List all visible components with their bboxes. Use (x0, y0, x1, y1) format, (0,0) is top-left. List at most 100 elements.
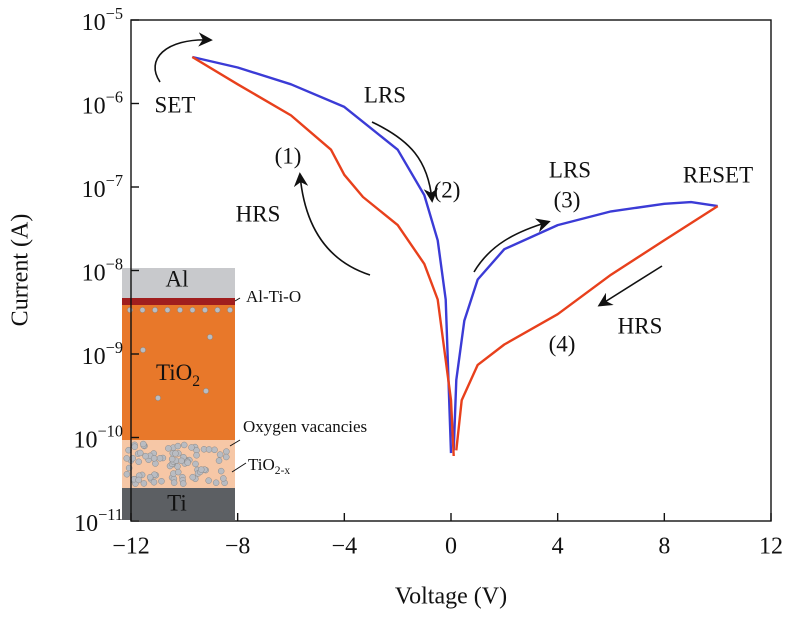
vacancy (140, 347, 146, 353)
vacancy (177, 307, 183, 313)
annotation: RESET (683, 162, 753, 187)
vacancy (178, 457, 185, 465)
vacancy (140, 440, 147, 448)
alti-layer (122, 298, 235, 305)
vacancy (158, 477, 165, 485)
vacancy (150, 479, 158, 486)
iv-curve (192, 55, 718, 454)
inset-label: TiO2 (156, 360, 200, 389)
vacancy (188, 444, 195, 451)
inset-label: Al-Ti-O (246, 287, 301, 306)
vacancy (152, 307, 158, 313)
vacancy (142, 452, 149, 460)
vacancy (170, 479, 178, 486)
annotation: HRS (618, 313, 663, 338)
arrow (371, 121, 439, 203)
x-tick-label: −4 (332, 534, 358, 560)
inset-diagram (122, 268, 247, 520)
vacancy (217, 467, 225, 475)
vacancy (155, 395, 161, 401)
inset-label: TiO2-x (248, 455, 290, 477)
annotation: (1) (275, 143, 302, 168)
x-axis-label: Voltage (V) (395, 584, 507, 610)
annotation: LRS (364, 82, 406, 107)
iv-curve (191, 55, 719, 457)
vacancy (164, 307, 171, 313)
vacancy (127, 307, 133, 313)
vacancy (202, 307, 208, 313)
vacancy (220, 475, 227, 482)
vacancy (168, 455, 176, 463)
vacancy (123, 455, 130, 462)
vacancy (165, 445, 172, 452)
vacancy (175, 468, 182, 476)
vacancy (174, 442, 182, 450)
vacancy (184, 459, 191, 467)
vacancy (150, 455, 158, 462)
vacancy (203, 388, 209, 394)
leader (229, 439, 241, 447)
vacancy (216, 451, 224, 458)
vacancy (198, 466, 205, 473)
vacancy (192, 460, 199, 468)
annotation: (4) (549, 331, 576, 356)
arrow (293, 172, 371, 276)
arrow (154, 32, 213, 83)
vacancy (123, 471, 131, 478)
vacancy (146, 473, 154, 481)
leader (231, 462, 247, 473)
y-tick-label: 10−5 (82, 4, 123, 36)
y-tick-label: 10−7 (82, 171, 123, 203)
y-tick-label: 10−11 (74, 505, 123, 537)
y-tick-label: 10−8 (82, 254, 123, 286)
vacancy (179, 480, 187, 487)
vacancy (205, 477, 212, 484)
vacancy (205, 446, 213, 453)
inset-label: Al (166, 266, 189, 291)
x-tick-label: −12 (112, 534, 150, 560)
vacancy (193, 451, 200, 459)
annotation: LRS (549, 157, 591, 182)
vacancy (135, 458, 142, 466)
vacancy (180, 441, 188, 449)
vacancy (156, 455, 164, 462)
inset-label: Oxygen vacancies (243, 417, 367, 436)
annotation: HRS (236, 201, 281, 226)
leader (234, 297, 241, 302)
y-tick-label: 10−9 (82, 338, 123, 370)
x-tick-label: 12 (759, 534, 783, 560)
arrows (154, 32, 663, 307)
inset-label: Ti (167, 490, 187, 515)
vacancy (139, 307, 146, 313)
vacancy (223, 448, 230, 455)
vacancy (189, 307, 196, 313)
vacancy (172, 450, 179, 457)
vacancy (131, 443, 138, 450)
vacancy (207, 334, 213, 340)
vacancy (140, 480, 148, 487)
vacancy (214, 307, 221, 313)
tio2-layer (122, 305, 235, 440)
annotation: SET (155, 92, 196, 117)
y-tick-label: 10−10 (73, 421, 123, 453)
arrow (473, 218, 551, 273)
x-tick-label: 4 (552, 534, 564, 560)
vacancy (212, 479, 220, 486)
y-axis-label: Current (A) (8, 214, 34, 327)
vacancy (137, 449, 144, 457)
x-tick-label: −8 (225, 534, 251, 560)
vacancy (227, 307, 233, 313)
x-tick-label: 8 (658, 534, 670, 560)
vacancy (223, 453, 230, 461)
y-tick-label: 10−6 (82, 87, 123, 119)
vacancy (135, 476, 142, 484)
arrow (597, 265, 663, 307)
annotation: (2) (434, 177, 461, 202)
x-tick-label: 0 (445, 534, 457, 560)
vacancy (211, 446, 218, 454)
annotation: (3) (554, 187, 581, 212)
al-layer (122, 268, 235, 298)
vacancy (189, 473, 196, 481)
vacancy (215, 457, 223, 464)
